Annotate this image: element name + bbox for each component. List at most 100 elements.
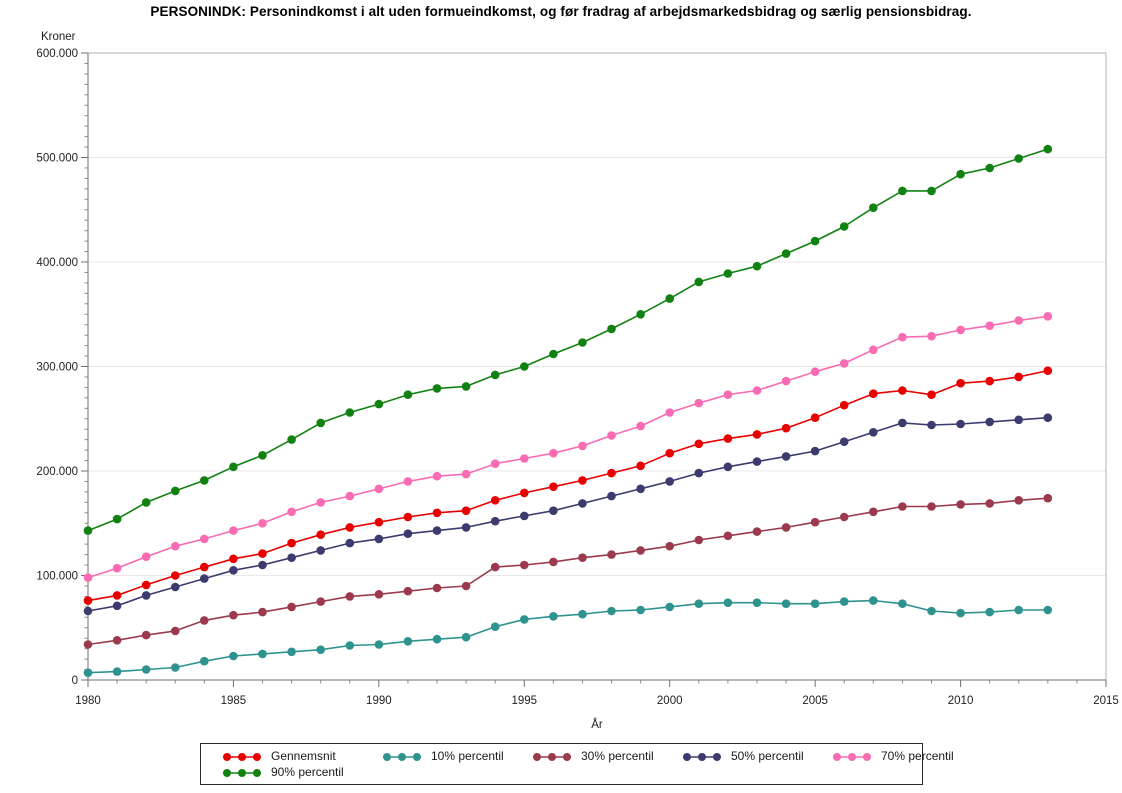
data-point <box>927 420 936 430</box>
data-point <box>956 325 965 335</box>
y-tick-label: 0 <box>72 675 78 687</box>
series-line <box>87 416 1049 612</box>
data-point <box>578 476 587 485</box>
data-point <box>752 430 762 439</box>
legend-label-70-percentil: 70% percentil <box>881 749 954 763</box>
data-point <box>927 606 936 616</box>
data-point <box>316 597 326 606</box>
data-point <box>549 612 558 621</box>
data-point <box>229 610 238 620</box>
data-point <box>810 446 820 456</box>
data-point <box>461 382 471 391</box>
data-point <box>432 526 442 535</box>
data-point <box>752 386 762 395</box>
data-point <box>578 338 587 347</box>
data-point <box>345 523 355 532</box>
data-point <box>985 607 994 617</box>
data-point <box>985 376 994 386</box>
data-point <box>869 389 878 399</box>
data-point <box>287 553 296 562</box>
data-point <box>258 649 267 659</box>
data-point <box>374 590 384 599</box>
legend-item-90-percentil: 90% percentil <box>222 765 382 779</box>
data-point <box>694 468 704 478</box>
data-point <box>287 647 296 657</box>
x-axis-title: År <box>591 719 603 731</box>
data-point <box>927 186 936 196</box>
data-point <box>723 598 733 607</box>
data-point <box>229 566 238 575</box>
x-tick-label: 2005 <box>802 695 828 707</box>
x-tick-label: 1990 <box>366 695 392 707</box>
axes: 0 100.000 200.000 300.000 400.000 500.000 600.… <box>36 48 1118 707</box>
data-point <box>927 502 936 511</box>
data-point <box>461 506 471 515</box>
data-point <box>490 622 500 631</box>
data-point <box>869 428 878 437</box>
y-axis-unit-label: Kroner <box>41 31 76 43</box>
data-point <box>229 554 238 564</box>
data-point <box>985 163 994 173</box>
data-point <box>723 269 733 278</box>
legend: Gennemsnit 10% percentil 30% percentil 5… <box>200 743 954 785</box>
data-point <box>490 562 500 572</box>
data-point <box>636 421 645 431</box>
data-point <box>171 663 180 672</box>
data-point <box>927 331 936 341</box>
data-point <box>927 390 936 400</box>
data-point <box>83 640 93 649</box>
data-point <box>665 477 674 486</box>
legend-label-gennemsnit: Gennemsnit <box>271 749 336 763</box>
data-point <box>520 362 529 371</box>
data-point <box>752 261 762 271</box>
data-point <box>694 599 704 608</box>
legend-marker-glyph <box>223 769 261 777</box>
legend-marker-gennemsnit <box>222 751 262 761</box>
data-point <box>432 508 442 518</box>
series-50-percentil <box>83 413 1053 616</box>
data-point <box>83 573 93 582</box>
data-point <box>781 452 791 461</box>
data-point <box>636 546 645 555</box>
data-point <box>345 641 355 650</box>
data-point <box>345 538 355 548</box>
data-point <box>607 491 616 501</box>
data-point <box>141 665 151 674</box>
data-point <box>141 591 151 600</box>
x-tick-label: 1985 <box>221 695 247 707</box>
data-point <box>316 418 326 428</box>
data-point <box>781 423 791 433</box>
data-point <box>1014 372 1023 382</box>
data-point <box>171 626 180 636</box>
data-point <box>316 530 326 539</box>
data-point <box>607 606 616 616</box>
data-point <box>171 486 180 496</box>
data-point <box>200 616 209 625</box>
data-point <box>956 378 965 388</box>
data-point <box>171 571 180 580</box>
data-point <box>1014 154 1023 163</box>
data-point <box>956 419 965 429</box>
data-point <box>839 512 849 522</box>
data-point <box>956 500 965 509</box>
data-point <box>520 511 529 521</box>
data-point <box>141 552 151 561</box>
data-point <box>985 321 994 331</box>
series-30-percentil <box>83 493 1053 649</box>
data-point <box>549 506 558 515</box>
data-point <box>490 516 500 526</box>
series-10-percentil <box>83 596 1053 677</box>
data-point <box>345 408 355 417</box>
data-point <box>723 531 733 541</box>
data-point <box>1043 413 1053 423</box>
legend-item-30-percentil: 30% percentil <box>532 749 682 763</box>
data-point <box>403 390 413 400</box>
data-point <box>171 582 180 592</box>
data-point <box>490 496 500 505</box>
data-point <box>636 310 645 319</box>
data-point <box>578 499 587 508</box>
data-point <box>869 345 878 355</box>
data-point <box>461 632 471 642</box>
data-point <box>112 636 122 645</box>
